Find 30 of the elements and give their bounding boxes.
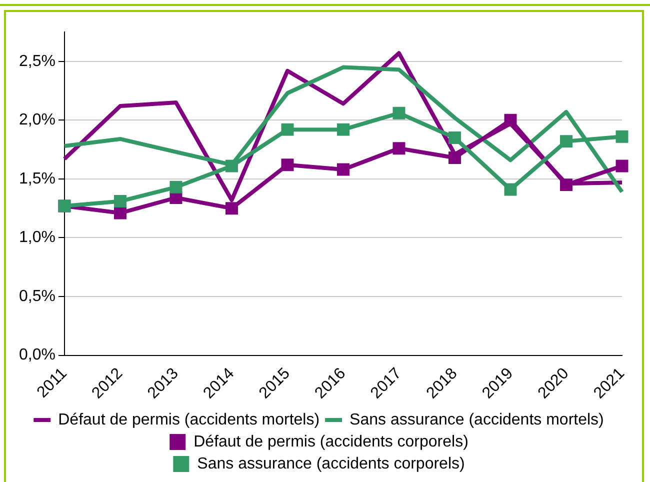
legend-label: Défaut de permis (accidents corporels) bbox=[194, 433, 468, 450]
point bbox=[225, 160, 238, 172]
y-tick-label: 0,0% bbox=[19, 346, 56, 364]
y-tick-label: 2,0% bbox=[19, 112, 56, 129]
point bbox=[504, 183, 517, 196]
point bbox=[170, 192, 182, 204]
y-tick-label: 1,0% bbox=[19, 229, 56, 246]
point bbox=[392, 106, 406, 120]
legend-label: Sans assurance (accidents corporels) bbox=[197, 455, 465, 472]
point bbox=[616, 130, 628, 143]
point bbox=[560, 178, 572, 192]
point bbox=[392, 142, 406, 155]
point bbox=[616, 160, 628, 172]
y-tick-label: 0,5% bbox=[19, 288, 56, 305]
point bbox=[448, 152, 461, 164]
point bbox=[281, 123, 294, 136]
point bbox=[225, 202, 238, 215]
y-tick-label: 1,5% bbox=[19, 170, 56, 188]
point bbox=[448, 132, 461, 144]
point bbox=[114, 195, 126, 208]
point bbox=[336, 123, 350, 136]
point bbox=[336, 163, 350, 176]
y-tick-label: 2,5% bbox=[19, 52, 56, 70]
point bbox=[281, 158, 294, 172]
point bbox=[504, 114, 517, 126]
point bbox=[170, 180, 182, 194]
legend-label: Sans assurance (accidents mortels) bbox=[350, 411, 604, 428]
legend-label: Défaut de permis (accidents mortels) bbox=[58, 411, 320, 428]
point bbox=[114, 206, 126, 220]
point bbox=[560, 135, 572, 148]
